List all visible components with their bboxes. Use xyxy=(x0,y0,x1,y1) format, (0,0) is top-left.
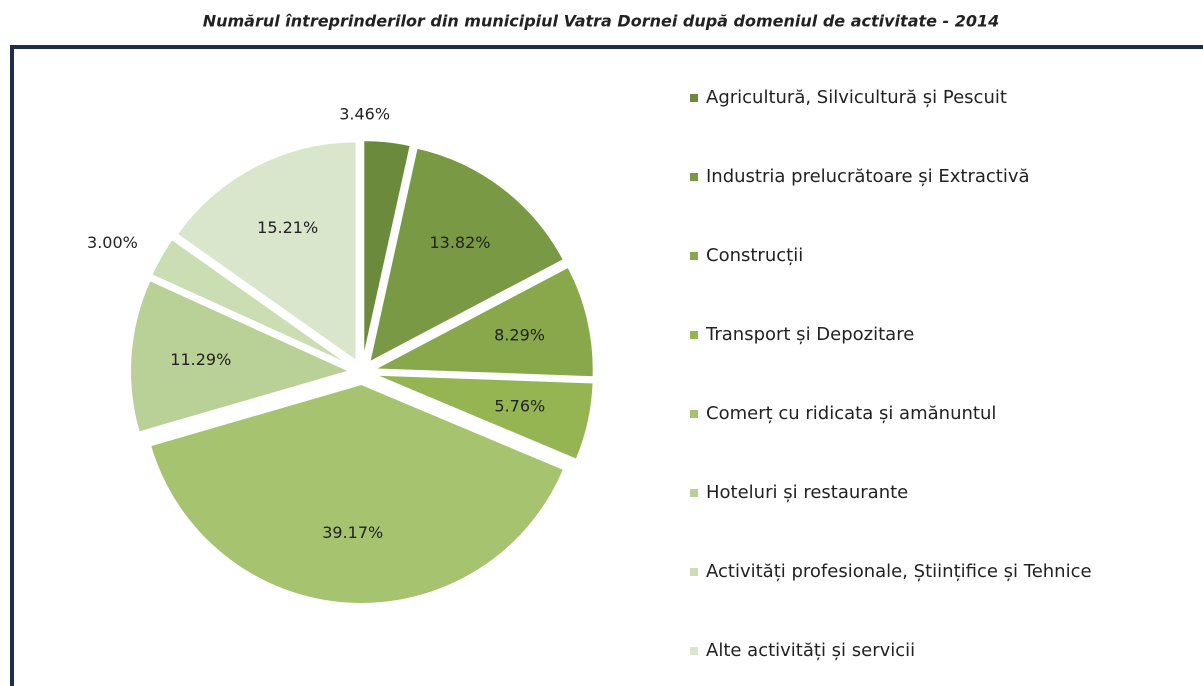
legend-label: Hoteluri și restaurante xyxy=(706,482,908,503)
data-label: 3.46% xyxy=(339,105,390,124)
legend-label: Comerț cu ridicata și amănuntul xyxy=(706,403,996,424)
pie-slice xyxy=(148,382,566,605)
data-label: 15.21% xyxy=(257,218,318,237)
legend-label: Agricultură, Silvicultură și Pescuit xyxy=(706,87,1007,108)
pie-slice xyxy=(175,140,358,364)
frame xyxy=(10,45,1203,686)
chart-title: Numărul întreprinderilor din municipiul … xyxy=(203,12,1000,31)
pie-slice xyxy=(373,373,595,462)
pie-slice xyxy=(362,139,412,361)
pie-slice xyxy=(149,237,353,367)
data-label: 13.82% xyxy=(429,233,490,252)
legend-marker xyxy=(690,94,698,102)
pie-slice xyxy=(369,265,595,379)
data-label: 5.76% xyxy=(494,396,545,415)
data-label: 8.29% xyxy=(494,326,545,345)
legend-label: Alte activități și servicii xyxy=(706,640,915,661)
data-label: 39.17% xyxy=(322,523,383,542)
pie-slice xyxy=(367,146,566,365)
legend-marker xyxy=(690,331,698,339)
data-label: 3.00% xyxy=(87,233,138,252)
legend-marker xyxy=(690,647,698,655)
legend-marker xyxy=(690,173,698,181)
data-label: 11.29% xyxy=(170,350,231,369)
legend-label: Construcții xyxy=(706,245,803,266)
pie-slice xyxy=(129,278,353,434)
legend-marker xyxy=(690,252,698,260)
legend-label: Industria prelucrătoare și Extractivă xyxy=(706,166,1030,187)
legend-marker xyxy=(690,568,698,576)
legend-marker xyxy=(690,489,698,497)
legend-marker xyxy=(690,410,698,418)
legend-label: Transport și Depozitare xyxy=(705,324,914,345)
legend-label: Activități profesionale, Științifice și … xyxy=(706,561,1092,582)
